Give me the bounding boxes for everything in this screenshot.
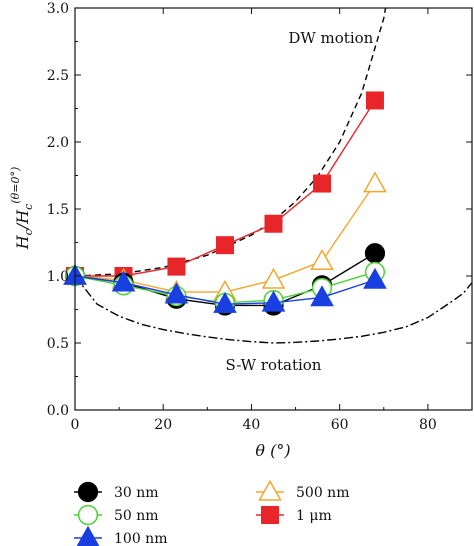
legend-item-100-nm: 100 nm — [74, 525, 167, 546]
data-point-500-nm — [310, 249, 334, 271]
x-tick-label: 40 — [243, 417, 261, 433]
y-tick-label: 1.5 — [47, 202, 69, 218]
y-tick-label: 3.0 — [47, 1, 69, 17]
x-axis-label: θ (°) — [255, 441, 290, 460]
legend-label: 100 nm — [114, 531, 167, 546]
y-axis-label: Hc/Hc(θ=0°) — [9, 167, 35, 251]
data-point-1-m — [365, 91, 384, 110]
svg-text:Hc/Hc(θ=0°): Hc/Hc(θ=0°) — [9, 167, 35, 251]
legend-label: 30 nm — [114, 485, 159, 501]
y-tick-label: 0.5 — [47, 336, 69, 352]
data-series — [63, 91, 387, 316]
legend-marker-50-nm — [77, 504, 99, 526]
x-tick-label: 60 — [331, 417, 349, 433]
s-w-rotation-curve — [75, 275, 472, 344]
annotation-s-w-rotation: S-W rotation — [226, 356, 322, 374]
data-point-500-nm — [261, 267, 286, 289]
x-tick-label: 0 — [71, 417, 80, 433]
y-tick-label: 2.5 — [47, 68, 69, 84]
legend-item-1-m: 1 μm — [256, 506, 332, 524]
legend-label: 500 nm — [296, 485, 349, 501]
legend-marker-1-m — [261, 506, 279, 524]
legend-marker-100-nm — [76, 525, 100, 546]
y-tick-label: 2.0 — [47, 135, 69, 151]
legend-item-500-nm: 500 nm — [256, 479, 349, 501]
data-point-1-m — [167, 257, 186, 276]
data-point-100-nm — [363, 267, 387, 289]
series-100-nm — [63, 263, 387, 313]
legend-item-30-nm: 30 nm — [74, 481, 159, 503]
data-point-100-nm — [261, 290, 286, 312]
series-1-m — [66, 91, 384, 285]
plot-frame — [74, 7, 473, 411]
reference-curves — [75, 8, 472, 344]
x-tick-label: 20 — [154, 417, 172, 433]
data-point-30-nm — [364, 243, 386, 264]
data-point-1-m — [313, 174, 332, 193]
dw-motion-curve — [75, 8, 387, 277]
y-tick-label: 1.0 — [47, 269, 69, 285]
data-point-1-m — [264, 214, 283, 233]
legend-marker-500-nm — [258, 479, 282, 501]
x-tick-label: 80 — [419, 417, 437, 433]
legend-item-50-nm: 50 nm — [74, 504, 159, 526]
legend: 30 nm 50 nm 100 nm 500 nm 1 μm — [74, 479, 349, 546]
legend-label: 50 nm — [114, 508, 159, 524]
axis-ticks: 0 20 40 60 80 0.0 0.5 1.0 1.5 2.0 2.5 3.0 — [47, 1, 472, 433]
data-point-100-nm — [213, 291, 237, 313]
legend-marker-30-nm — [77, 481, 99, 503]
annotation-dw-motion: DW motion — [288, 29, 373, 47]
data-point-100-nm — [111, 270, 136, 292]
y-tick-label: 0.0 — [47, 403, 69, 419]
legend-label: 1 μm — [296, 508, 332, 524]
data-point-100-nm — [164, 282, 189, 304]
annotations: DW motion S-W rotation — [226, 29, 374, 374]
data-point-100-nm — [310, 285, 334, 307]
data-point-1-m — [215, 236, 234, 255]
data-point-500-nm — [363, 171, 387, 193]
